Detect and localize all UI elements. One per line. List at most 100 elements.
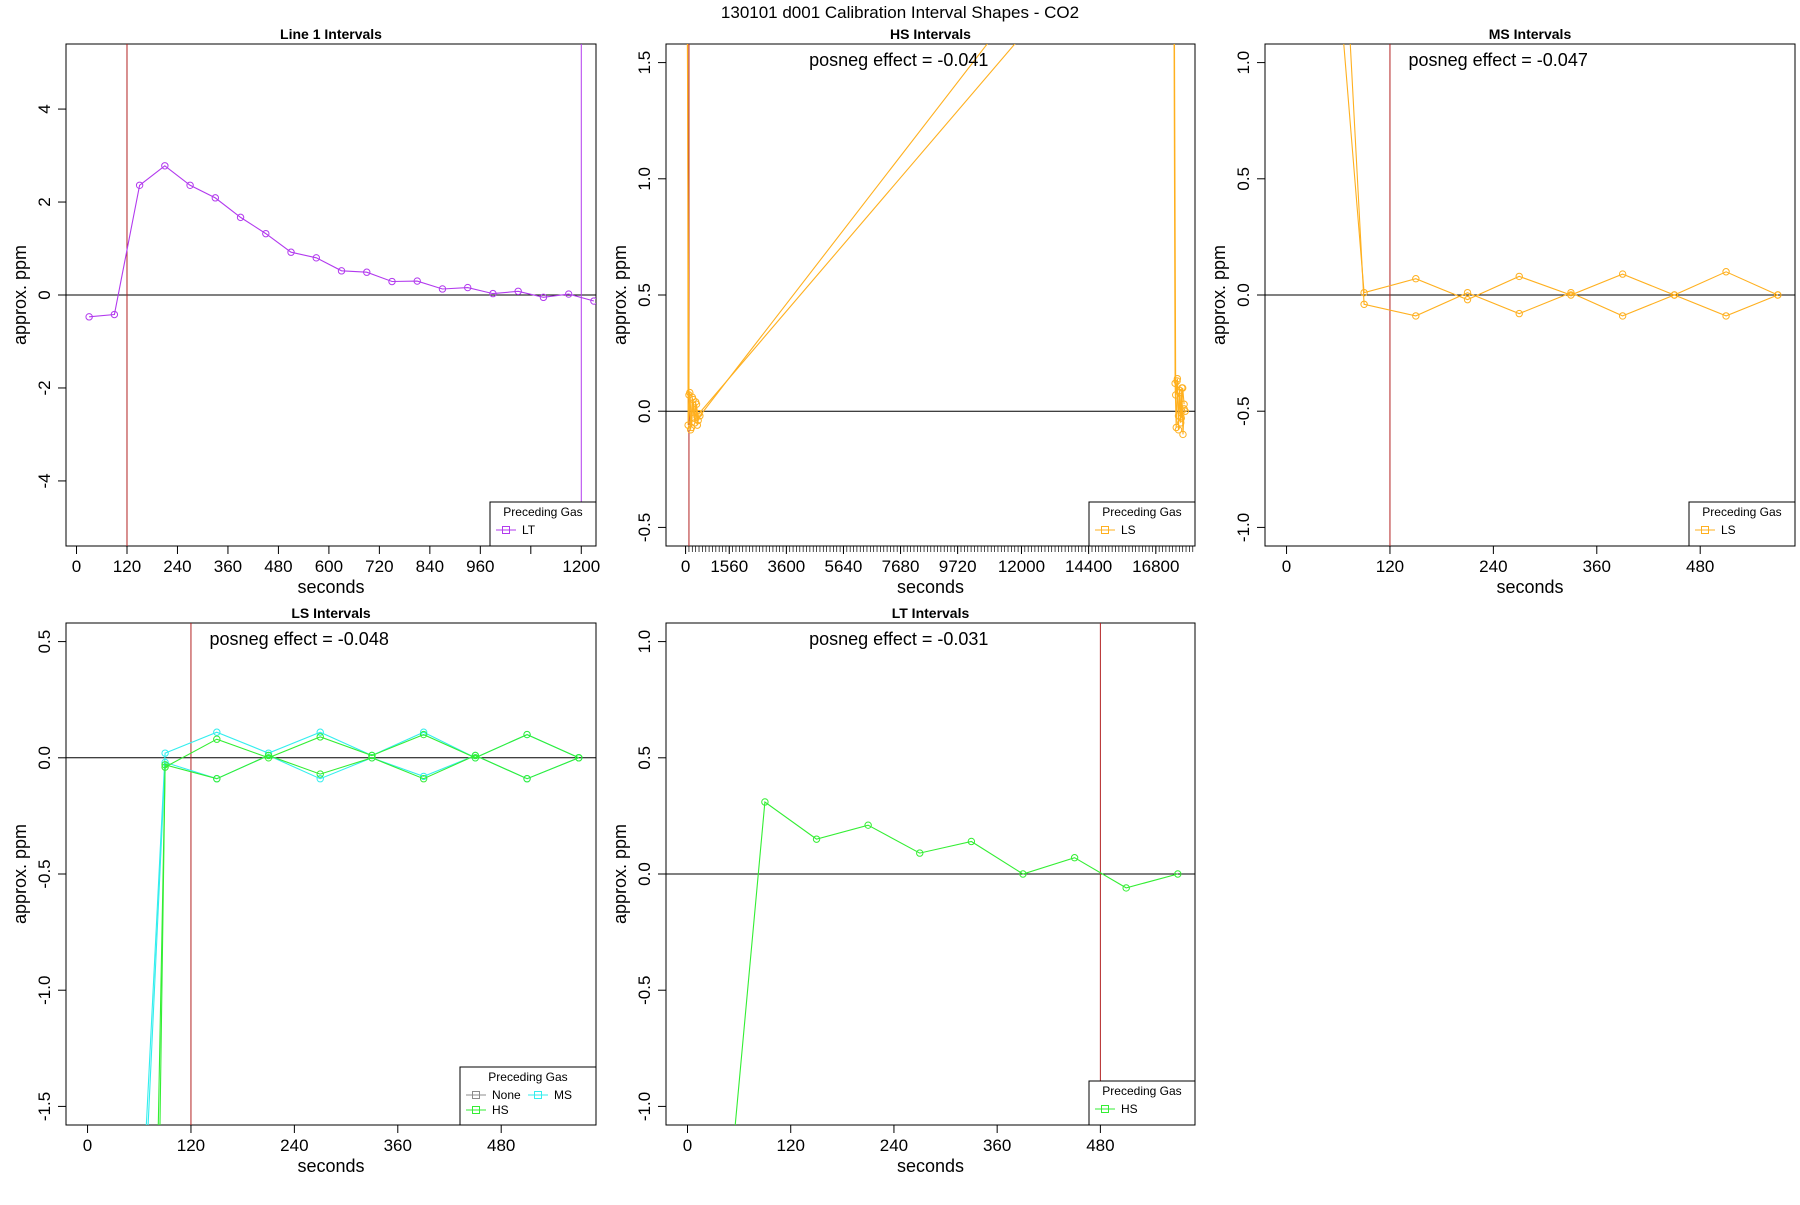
x-tick-label: 16800: [1132, 557, 1179, 576]
data-point-HS: [264, 751, 273, 760]
posneg-annotation: posneg effect = -0.041: [809, 50, 988, 70]
x-tick-label: 240: [1479, 557, 1507, 576]
data-point-LS: [691, 398, 700, 406]
legend-swatch-marker: [1101, 526, 1109, 534]
y-tick-label: 1.0: [635, 167, 654, 191]
posneg-annotation: posneg effect = -0.031: [809, 629, 988, 649]
y-tick-label: 0: [35, 290, 54, 299]
x-tick-label: 600: [315, 557, 343, 576]
series-line-HS: [734, 800, 1178, 1125]
y-tick-label: -1.5: [35, 1092, 54, 1121]
data-point-HS: [368, 751, 376, 760]
data-point-LS: [1618, 312, 1627, 320]
data-point-LS: [1670, 291, 1679, 299]
panel-title: Line 1 Intervals: [280, 26, 382, 42]
x-tick-label: 480: [1686, 557, 1714, 576]
data-point-MS: [316, 775, 324, 783]
y-tick-label: 0.5: [1234, 167, 1253, 191]
y-tick-label: -0.5: [635, 976, 654, 1005]
y-axis-label: approx. ppm: [10, 824, 30, 924]
legend-swatch-marker: [1701, 526, 1709, 534]
data-point-LT: [135, 181, 144, 190]
data-point-LS: [1412, 275, 1420, 283]
legend-box: [489, 501, 597, 547]
y-tick-label: 4: [35, 104, 54, 113]
data-point-LS: [1178, 384, 1187, 392]
x-tick-label: 120: [177, 1136, 205, 1155]
data-point-LT: [211, 194, 220, 202]
data-point-HS: [213, 775, 221, 783]
legend: Preceding Gas LS: [1688, 501, 1796, 547]
data-point-LS: [1173, 377, 1181, 385]
x-tick-label: 360: [214, 557, 242, 576]
data-point-HS: [1070, 854, 1079, 862]
panel-hs: HS Intervals 0 1560 3600 5640 7680 9720 12000 14…: [610, 26, 1196, 597]
x-tick-label: 1200: [562, 557, 600, 576]
x-axis-label: seconds: [297, 1156, 364, 1176]
data-point-LS: [690, 414, 698, 422]
legend-entry-LS: LS: [1121, 523, 1136, 537]
data-point-LS: [1463, 288, 1472, 297]
data-point-LS: [1618, 270, 1627, 278]
plot-area: [666, 36, 1195, 546]
data-point-HS: [732, 1126, 738, 1132]
plot-area: [66, 44, 596, 546]
data-point-LS: [1412, 312, 1420, 320]
x-axis-label: seconds: [1496, 577, 1563, 597]
data-point-LS: [1015, 36, 1021, 42]
posneg-annotation: posneg effect = -0.048: [210, 629, 389, 649]
legend-box: [1088, 501, 1196, 547]
data-point-LT: [236, 213, 245, 222]
legend-swatch-marker: [502, 526, 510, 534]
x-axis-label: seconds: [297, 577, 364, 597]
legend-swatch-marker: [472, 1106, 480, 1114]
data-point-LS: [1177, 414, 1185, 422]
y-tick-label: 0.0: [635, 862, 654, 886]
legend-box: [1688, 501, 1796, 547]
legend: Preceding Gas LS: [1088, 501, 1196, 547]
data-point-LT: [287, 248, 295, 256]
x-tick-label: 360: [1583, 557, 1611, 576]
data-point-LS: [1722, 268, 1730, 276]
data-point-LT: [489, 289, 497, 298]
series-line-LS: [686, 44, 1016, 430]
data-point-MS: [161, 749, 169, 757]
data-point-HS: [316, 733, 324, 741]
data-point-LS: [1171, 391, 1180, 399]
panel-title: MS Intervals: [1489, 26, 1572, 42]
y-tick-label: 0.0: [35, 746, 54, 770]
legend-entry-None: None: [492, 1088, 521, 1102]
y-tick-label: 0.0: [1234, 283, 1253, 307]
legend-title: Preceding Gas: [1102, 505, 1181, 519]
legend-box: [459, 1066, 597, 1126]
x-tick-label: 480: [1086, 1136, 1114, 1155]
data-point-LT: [514, 287, 522, 295]
data-point-LT: [161, 162, 169, 170]
x-tick-label: 120: [113, 557, 141, 576]
x-tick-label: 480: [487, 1136, 515, 1155]
legend-entry-HS: HS: [1121, 1102, 1138, 1116]
data-point-LS: [987, 36, 993, 42]
y-tick-label: -0.5: [635, 513, 654, 542]
data-point-LS: [686, 426, 695, 434]
panel-ms: MS Intervals 0 120 240 360 480 seconds -1.0 -0.5…: [1209, 26, 1796, 597]
data-point-LT: [464, 283, 472, 292]
x-tick-label: 960: [466, 557, 494, 576]
data-point-LS: [695, 409, 703, 418]
x-tick-label: 120: [777, 1136, 805, 1155]
y-tick-label: -0.5: [35, 859, 54, 888]
plot-area: [666, 623, 1195, 1132]
series-line-LS: [1173, 44, 1185, 419]
legend-title: Preceding Gas: [488, 1070, 567, 1084]
data-point-LT: [388, 277, 396, 286]
data-point-LS: [1177, 419, 1185, 427]
plot-area: [66, 623, 596, 1132]
legend-swatch-marker: [472, 1091, 480, 1099]
legend-title: Preceding Gas: [1102, 1084, 1181, 1098]
data-point-MS: [419, 772, 428, 781]
series-line-HS: [157, 733, 580, 1125]
data-point-HS: [316, 770, 324, 778]
x-tick-label: 0: [683, 1136, 692, 1155]
data-point-MS: [143, 1126, 149, 1132]
